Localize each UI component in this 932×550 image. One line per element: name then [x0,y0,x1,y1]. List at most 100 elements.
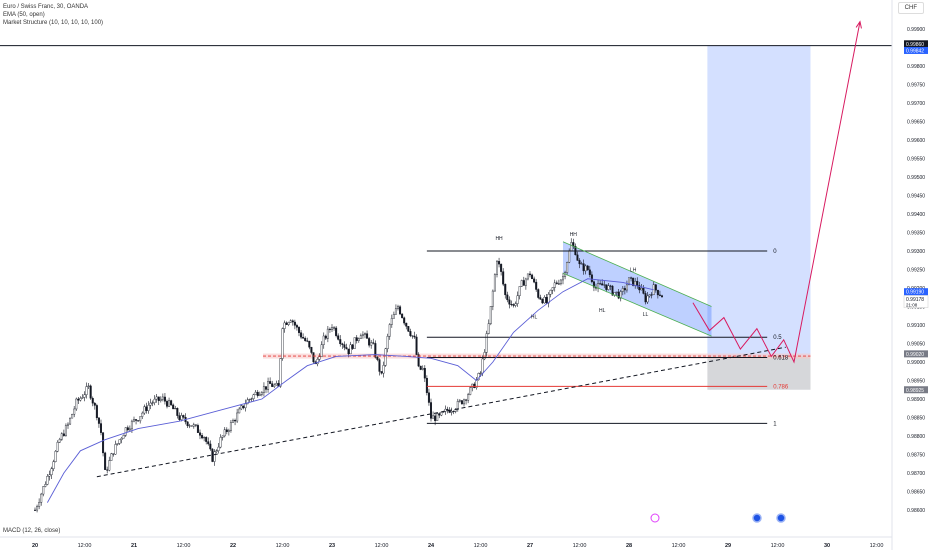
candle-body [316,359,319,365]
candle-body [267,381,270,390]
candle-body [194,424,197,426]
candle-body [240,405,243,410]
candle-body [182,415,185,418]
descending-channel-fill[interactable] [563,241,712,337]
long-position-profit-zone[interactable] [707,45,811,357]
candle-body [252,394,255,399]
candle-body [582,263,585,272]
candle-body [250,398,253,400]
event-marker-icon[interactable] [752,513,762,523]
price-axis[interactable]: 0.999000.998500.998000.997500.997000.996… [907,27,925,514]
candle-body [638,285,641,291]
candle-body [425,377,428,393]
candle-body [93,402,96,406]
candle-body [415,336,418,355]
candle-body [491,290,494,307]
candle-body [386,336,389,349]
time-tick-label: 12:00 [78,543,92,549]
candle-body [353,337,356,349]
price-badge [904,46,928,54]
candle-body [401,313,404,319]
macd-markers[interactable] [650,513,786,523]
candle-body [535,281,538,290]
price-badge [903,295,929,308]
structure-label: LH [630,267,637,273]
candle-body [617,291,620,299]
candle-body [207,441,210,445]
candle-body [203,437,206,439]
candle-body [139,416,142,422]
channel-bottom-line[interactable] [562,272,712,337]
demand-zone-band[interactable] [263,353,811,359]
candle-body [368,338,371,346]
time-tick-label: 20 [32,543,38,549]
candle-body [341,343,344,345]
ema-indicator-label[interactable]: EMA (50, open) [3,12,45,18]
long-position-stop-zone[interactable] [707,356,811,390]
candle-body [640,288,643,291]
candle-body [351,344,354,349]
candle-body [423,368,426,379]
candle-body [58,439,61,443]
candle-body [324,335,327,339]
price-tick-label: 0.99900 [907,27,925,33]
candle-body [658,294,661,296]
candle-body [328,328,331,330]
candle-body [397,306,400,309]
price-tick-label: 0.99750 [907,83,925,89]
price-badge [904,288,928,296]
channel-top-line[interactable] [562,241,712,307]
time-tick-label: 22 [230,543,236,549]
candle-body [114,444,117,455]
candle-body [50,468,53,476]
candle-body [48,474,51,477]
candle-body [149,402,152,406]
candle-body [578,260,581,265]
candle-body [407,326,410,332]
candle-body [654,284,657,291]
candle-body [421,368,424,370]
currency-button[interactable]: CHF [897,2,924,14]
candle-body [153,398,156,403]
candle-body [345,347,348,350]
macd-indicator-label[interactable]: MACD (12, 26, close) [3,528,61,534]
candle-body [112,453,115,455]
market-structure-indicator-label[interactable]: Market Structure (10, 10, 10, 10, 100) [3,20,104,26]
candle-body [580,263,583,265]
alert-marker-icon[interactable] [650,513,660,523]
candle-body [163,396,166,402]
price-badge [904,350,928,358]
candle-body [83,394,86,398]
candle-body [42,486,45,495]
candle-body [231,420,234,423]
price-tick-label: 0.99800 [907,64,925,70]
candle-body [485,333,488,353]
candle-body [539,297,542,300]
candle-body [254,391,257,395]
candle-body [607,285,610,290]
candle-body [514,303,517,306]
ascending-trendline[interactable] [96,346,786,478]
time-axis[interactable]: 20 12:00 21 12:00 22 12:00 23 12:00 24 12:00 27 12:… [32,543,883,549]
candle-body [487,323,490,334]
price-badge [904,386,928,394]
symbol-title[interactable]: Euro / Swiss Franc, 30, OANDA [3,4,89,10]
ema-50-line[interactable] [46,278,654,503]
candle-body [444,408,447,412]
candle-body [337,335,340,340]
projection-path[interactable] [692,21,861,364]
candle-body [34,509,37,511]
fib-level-label: 0 [773,249,777,255]
event-marker-icon[interactable] [776,513,786,523]
candle-body [46,476,49,485]
candle-body [318,356,321,360]
candle-body [248,399,251,401]
structure-label: LL [643,312,649,318]
candle-body [372,342,375,344]
candle-body [165,401,168,407]
time-tick-label: 29 [725,543,731,549]
candle-body [646,295,649,303]
structure-label: HL [599,308,606,314]
